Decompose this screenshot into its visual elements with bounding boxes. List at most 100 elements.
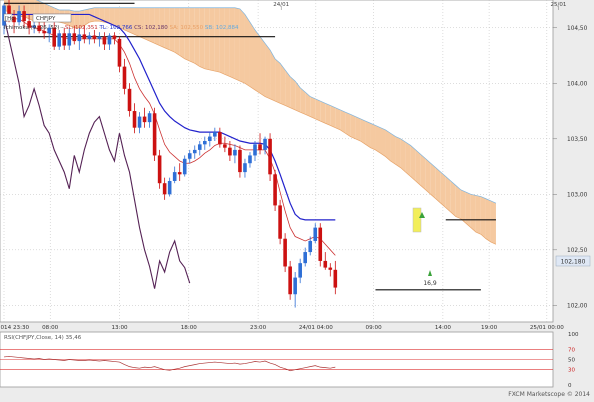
time-axis[interactable]: 22/01/2014 23:30 08:00 13:00 18:00 23:00 24/0… xyxy=(0,325,564,331)
cloud-segment xyxy=(455,185,461,219)
candle-body xyxy=(57,33,62,47)
cloud-segment xyxy=(300,87,306,115)
current-price-tag xyxy=(555,255,591,267)
cloud-segment xyxy=(184,7,190,62)
cloud-segment xyxy=(209,7,215,72)
candle-body xyxy=(32,25,36,28)
candle-body xyxy=(37,25,41,32)
candle-body xyxy=(228,147,232,156)
candle-body xyxy=(87,35,92,39)
cloud-segment xyxy=(239,8,245,84)
candle-body xyxy=(17,11,21,23)
rsi-tick-label: 70 xyxy=(568,347,575,353)
time-tick-label: 18:00 xyxy=(181,325,198,331)
candle-body xyxy=(47,27,51,34)
cloud-segment xyxy=(189,7,195,64)
price-tick-label: 104,00 xyxy=(567,81,588,87)
candle-body xyxy=(283,238,287,267)
indicator-legend: Ichimoku (9, 26, 52) - SL: 102,351 TL: 1… xyxy=(4,25,239,31)
price-axis[interactable]: 104,50 104,00 103,50 103,00 102,50 102,00 xyxy=(553,26,588,310)
candle-body xyxy=(213,132,217,137)
cloud-segment xyxy=(109,7,115,26)
triangle-marker-icon xyxy=(419,212,425,218)
current-price-label: 102,180 xyxy=(561,259,586,266)
cloud-segment xyxy=(144,7,150,42)
cloud-segment xyxy=(470,194,476,233)
cloud-segment xyxy=(410,145,416,181)
candle-body xyxy=(102,36,107,45)
cloud-segment xyxy=(370,123,376,150)
candle-body xyxy=(127,88,132,112)
candle-body xyxy=(203,141,207,145)
indicator-legend-item: SA: 102,550 xyxy=(168,25,204,31)
cloud-segment xyxy=(290,76,296,110)
cloud-segment xyxy=(270,49,276,102)
cloud-segment xyxy=(315,98,321,122)
cloud-segment xyxy=(445,176,451,213)
candle-body xyxy=(107,35,112,45)
candle-body xyxy=(308,240,313,253)
cloud-segment xyxy=(260,36,266,97)
symbol-selector[interactable] xyxy=(32,13,72,23)
cloud-segment xyxy=(194,7,200,67)
cloud-segment xyxy=(440,172,446,208)
rsi-tick-label: 50 xyxy=(568,358,575,364)
cloud-segment xyxy=(460,189,466,224)
watermark: FXCM Marketscope © 2014 xyxy=(508,391,590,398)
highlight-box[interactable] xyxy=(412,207,422,233)
candle-body xyxy=(97,36,102,39)
senkou-span-b-line xyxy=(35,0,497,204)
cloud-segment xyxy=(174,7,180,56)
cloud-segment xyxy=(154,7,160,46)
price-tick-label: 103,00 xyxy=(567,192,588,198)
candle-body xyxy=(268,138,272,175)
candle-body xyxy=(77,34,82,42)
indicator-legend-item: SB: 102,884 xyxy=(203,25,239,31)
price-panel[interactable] xyxy=(0,0,554,323)
cloud-segment xyxy=(375,125,381,154)
price-tick-label: 103,50 xyxy=(567,137,588,143)
cloud-segment xyxy=(450,180,456,217)
cloud-segment xyxy=(219,7,225,75)
cloud-segment xyxy=(420,154,426,190)
symbol-box-label: [Ho xyxy=(5,16,15,22)
cloud-segment xyxy=(305,92,311,117)
candle-body xyxy=(248,155,252,164)
cloud-segment xyxy=(475,195,481,235)
candle-body xyxy=(197,144,202,150)
cloud-segment xyxy=(199,7,205,69)
cloud-segment xyxy=(380,127,386,157)
candle-body xyxy=(273,174,277,206)
cloud-segment xyxy=(159,7,165,48)
rsi-axis[interactable]: 100 70 50 30 0 xyxy=(568,332,579,389)
arrow-up-marker-icon xyxy=(428,270,432,276)
candle-body xyxy=(218,132,222,145)
cloud-segment xyxy=(129,7,135,35)
top-date-label: 25/01 xyxy=(550,2,566,8)
time-tick-label: 08:00 xyxy=(42,325,59,331)
cloud-segment xyxy=(169,7,175,53)
cloud-segment xyxy=(229,7,235,79)
annotation-label: 16,9 xyxy=(423,280,437,287)
candle-body xyxy=(333,269,338,288)
candle-body xyxy=(92,35,97,39)
cloud-segment xyxy=(134,7,140,37)
candle-body xyxy=(132,111,137,128)
cloud-segment xyxy=(465,192,471,228)
cloud-segment xyxy=(214,7,220,73)
cloud-segment xyxy=(490,200,496,245)
symbol-box[interactable] xyxy=(3,13,13,22)
symbol-name: CHFJPY xyxy=(36,16,56,22)
cloud-segment xyxy=(84,8,90,26)
cloud-segment xyxy=(280,63,286,106)
rsi-tick-label: 0 xyxy=(568,383,572,389)
cloud-segment xyxy=(480,196,486,239)
price-tick-label: 104,50 xyxy=(567,26,588,32)
cloud-segment xyxy=(124,7,130,33)
cloud-segment xyxy=(485,198,491,243)
cloud-segment xyxy=(395,136,401,168)
candle-body xyxy=(142,116,147,123)
cloud-segment xyxy=(179,7,185,59)
